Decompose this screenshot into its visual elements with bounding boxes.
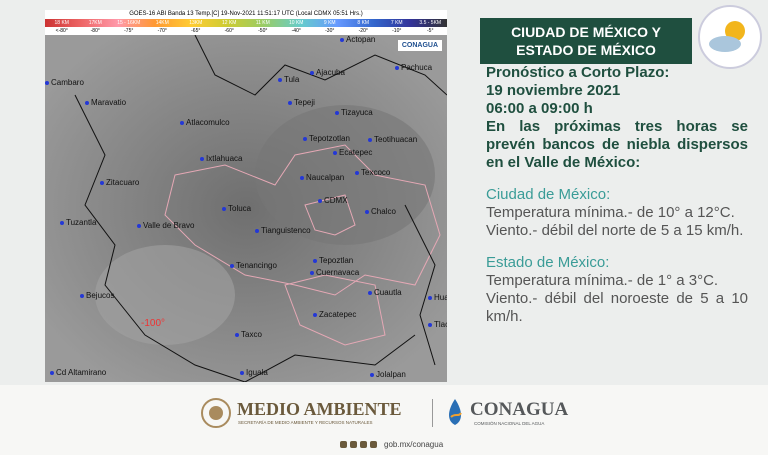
city-label: Toluca bbox=[222, 204, 251, 213]
city-label: Taxco bbox=[235, 330, 262, 339]
city-label: Cambaro bbox=[45, 78, 84, 87]
scale-label: 3.5 - 5KM bbox=[419, 20, 442, 26]
color-scale: 18 KM 17KM 15 - 16KM 14KM 13KM 12 KM 11 KM 10 K… bbox=[45, 19, 447, 27]
semarnat-name: MEDIO AMBIENTE bbox=[237, 399, 402, 419]
city-label: Chalco bbox=[365, 207, 396, 216]
city-label: CDMX bbox=[318, 196, 348, 205]
city-label: Teotihuacan bbox=[368, 135, 417, 144]
scale-label: -50° bbox=[258, 28, 268, 34]
social-icons bbox=[340, 441, 377, 448]
summary: En las próximas tres horas se prevén ban… bbox=[486, 118, 748, 171]
forecast-line: 06:00 a 09:00 h bbox=[486, 100, 593, 117]
divider bbox=[432, 399, 433, 427]
semarnat-sub: SECRETARÍA DE MEDIO AMBIENTE Y RECURSOS … bbox=[238, 420, 373, 425]
city-label: Ixtlahuaca bbox=[200, 154, 242, 163]
weather-icon bbox=[698, 5, 762, 69]
scale-label: -80° bbox=[90, 28, 100, 34]
scale-label: 17KM bbox=[88, 20, 102, 26]
city-label: Tenancingo bbox=[230, 261, 277, 270]
scale-label: -70° bbox=[157, 28, 167, 34]
scale-label: 13KM bbox=[189, 20, 203, 26]
scale-label: -5° bbox=[427, 28, 434, 34]
city-label: Iguala bbox=[240, 368, 268, 377]
conagua-name: CONAGUA bbox=[470, 399, 569, 420]
city-label: Pachuca bbox=[395, 63, 432, 72]
scale-label: 9 KM bbox=[323, 20, 336, 26]
scale-label: -30° bbox=[325, 28, 335, 34]
city-label: Cd Altamirano bbox=[50, 368, 106, 377]
map-logo: CONAGUA bbox=[397, 40, 442, 51]
city-label: Ajacuba bbox=[310, 68, 345, 77]
scale-label: -10° bbox=[392, 28, 402, 34]
city-label: Tula bbox=[278, 75, 299, 84]
scale-label: 15 - 16KM bbox=[117, 20, 141, 26]
scale-label: 18 KM bbox=[54, 20, 69, 26]
city-label: Tepeji bbox=[288, 98, 315, 107]
section-title: Estado de México: bbox=[486, 254, 610, 271]
city-label: Naucalpan bbox=[300, 173, 344, 182]
city-label: Texcoco bbox=[355, 168, 390, 177]
city-label: Tepoztlan bbox=[313, 256, 353, 265]
footer: MEDIO AMBIENTE SECRETARÍA DE MEDIO AMBIE… bbox=[0, 385, 768, 455]
panel-header: CIUDAD DE MÉXICO Y ESTADO DE MÉXICO bbox=[480, 18, 692, 64]
city-label: Tianguistenco bbox=[255, 226, 311, 235]
forecast-line: Pronóstico a Corto Plazo: bbox=[486, 64, 670, 81]
scale-label: -40° bbox=[291, 28, 301, 34]
scale-label: 7 KM bbox=[390, 20, 403, 26]
scale-label: 11 KM bbox=[255, 20, 270, 26]
satellite-map: GOES-16 ABI Banda 13 Temp.[C] 19-Nov-202… bbox=[45, 10, 447, 382]
city-label: Tuzantla bbox=[60, 218, 96, 227]
scale-label: -60° bbox=[224, 28, 234, 34]
section-item: Temperatura mínima.- de 10° a 12°C. bbox=[486, 204, 735, 221]
map-header: GOES-16 ABI Banda 13 Temp.[C] 19-Nov-202… bbox=[45, 10, 447, 19]
city-label: Tizayuca bbox=[335, 108, 373, 117]
city-label: Maravatio bbox=[85, 98, 126, 107]
scale-label: -65° bbox=[191, 28, 201, 34]
city-label: Actopan bbox=[340, 35, 375, 44]
scale-label: 14KM bbox=[155, 20, 169, 26]
scale-label: <-80° bbox=[55, 28, 68, 34]
city-label: Zacatepec bbox=[313, 310, 356, 319]
scale-label: 8 KM bbox=[357, 20, 370, 26]
section-item: Viento.- débil del norte de 5 a 15 km/h. bbox=[486, 222, 744, 239]
section-item: Viento.- débil del noroeste de 5 a 10 km… bbox=[486, 290, 748, 325]
meridian-label: -100° bbox=[141, 318, 166, 329]
url[interactable]: gob.mx/conagua bbox=[384, 440, 444, 449]
city-label: Valle de Bravo bbox=[137, 221, 194, 230]
city-label: Huaquechula bbox=[428, 293, 447, 302]
forecast-text: Pronóstico a Corto Plazo: 19 noviembre 2… bbox=[486, 64, 748, 326]
scale-label: 10 KM bbox=[289, 20, 304, 26]
city-label: Jolalpan bbox=[370, 370, 406, 379]
conagua-sub: COMISIÓN NACIONAL DEL AGUA bbox=[474, 421, 545, 426]
city-label: Atlacomulco bbox=[180, 118, 230, 127]
section-title: Ciudad de México: bbox=[486, 186, 611, 203]
semarnat-seal bbox=[201, 398, 231, 428]
city-label: Cuernavaca bbox=[310, 268, 359, 277]
scale-label: 12 KM bbox=[222, 20, 237, 26]
city-label: Cuautla bbox=[368, 288, 402, 297]
city-label: Tlaco bbox=[428, 320, 447, 329]
conagua-logo bbox=[449, 399, 462, 425]
temperature-scale: <-80° -80° -75° -70° -65° -60° -50° -40° -30° -20… bbox=[45, 27, 447, 35]
city-label: Zitacuaro bbox=[100, 178, 139, 187]
scale-label: -20° bbox=[358, 28, 368, 34]
forecast-line: 19 noviembre 2021 bbox=[486, 82, 621, 99]
section-item: Temperatura mínima.- de 1° a 3°C. bbox=[486, 272, 719, 289]
city-label: Tepotzotlan bbox=[303, 134, 350, 143]
scale-label: -75° bbox=[124, 28, 134, 34]
city-label: Bejucos bbox=[80, 291, 114, 300]
city-label: Ecatepec bbox=[333, 148, 372, 157]
